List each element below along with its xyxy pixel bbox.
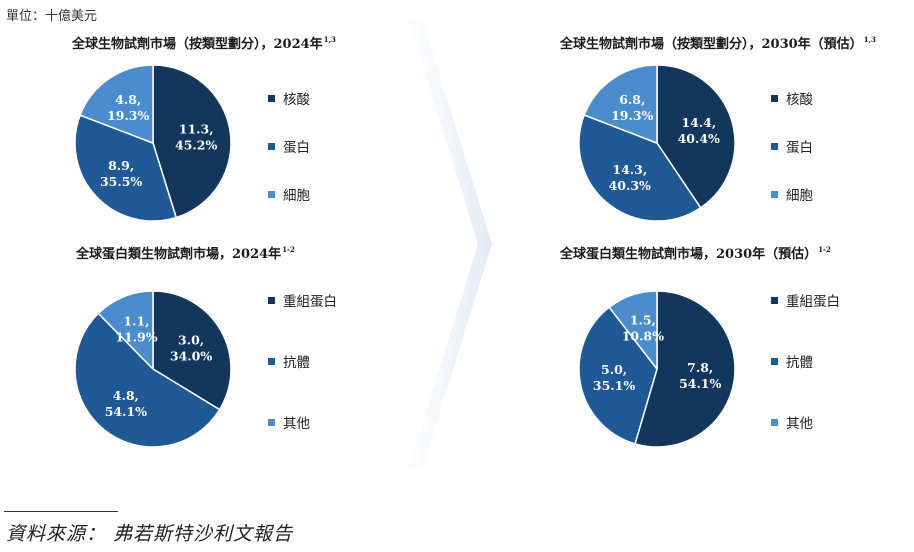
pie-slice xyxy=(152,290,232,411)
legend-item: 蛋白 xyxy=(771,136,813,156)
slice-value-label: 14.4, 40.4% xyxy=(678,115,720,146)
legend-item: 其他 xyxy=(771,412,813,432)
legend-item: 核酸 xyxy=(771,88,813,108)
chart-title: 全球生物試劑市場（按類型劃分），2024年1,3 xyxy=(72,35,336,52)
legend-item: 重組蛋白 xyxy=(771,290,840,310)
chart-title: 全球蛋白類生物試劑市場，2030年（預估）1-2 xyxy=(560,245,831,262)
pie-slice xyxy=(79,64,154,144)
slice-value-label: 8.9, 35.5% xyxy=(100,158,142,189)
pie-chart: 7.8, 54.1% 5.0, 35.1% 1.5, 10.8% xyxy=(578,290,736,448)
slice-value-label: 1.1, 11.9% xyxy=(115,314,157,345)
legend-swatch xyxy=(771,94,778,102)
legend-swatch xyxy=(268,94,275,102)
slice-value-label: 7.8, 54.1% xyxy=(679,360,721,391)
slice-value-label: 11.3, 45.2% xyxy=(175,121,217,152)
legend-item: 重組蛋白 xyxy=(268,290,337,310)
legend-swatch xyxy=(268,357,275,365)
legend-swatch xyxy=(771,418,778,426)
legend-item: 細胞 xyxy=(771,184,813,204)
pie-slice xyxy=(578,114,702,222)
legend-swatch xyxy=(268,418,275,426)
legend-item: 抗體 xyxy=(268,351,310,371)
slice-value-label: 5.0, 35.1% xyxy=(593,362,635,393)
legend-item: 核酸 xyxy=(268,88,310,108)
slice-value-label: 14.3, 40.3% xyxy=(609,162,651,193)
legend-item: 其他 xyxy=(268,412,310,432)
chart-title: 全球生物試劑市場（按類型劃分），2030年（預估）1,3 xyxy=(560,35,876,52)
legend-swatch xyxy=(268,296,275,304)
pie-slice xyxy=(74,114,177,222)
slice-value-label: 1.5, 10.8% xyxy=(622,313,664,344)
legend-swatch xyxy=(268,190,275,198)
slice-value-label: 6.8, 19.3% xyxy=(611,92,653,123)
slice-value-label: 4.8, 54.1% xyxy=(105,388,147,419)
legend-swatch xyxy=(771,296,778,304)
pie-slice xyxy=(74,312,221,448)
legend-item: 細胞 xyxy=(268,184,310,204)
pie-chart: 3.0, 34.0% 4.8, 54.1% 1.1, 11.9% xyxy=(74,290,232,448)
chart-title: 全球蛋白類生物試劑市場，2024年1-2 xyxy=(76,245,295,262)
source-note: 資料來源： 弗若斯特沙利文報告 xyxy=(6,523,294,545)
slice-value-label: 4.8, 19.3% xyxy=(107,92,149,123)
legend-swatch xyxy=(771,142,778,150)
pie-slice xyxy=(583,64,658,144)
pie-chart: 11.3, 45.2% 8.9, 35.5% 4.8, 19.3% xyxy=(74,64,232,222)
source-divider xyxy=(4,511,118,512)
pie-chart: 14.4, 40.4% 14.3, 40.3% 6.8, 19.3% xyxy=(578,64,736,222)
pie-slice xyxy=(97,290,154,370)
pie-slice xyxy=(608,290,658,370)
unit-label: 單位：十億美元 xyxy=(6,9,98,24)
slice-value-label: 3.0, 34.0% xyxy=(170,333,212,364)
pie-slice xyxy=(634,290,736,448)
legend-swatch xyxy=(268,142,275,150)
legend-item: 蛋白 xyxy=(268,136,310,156)
legend-item: 抗體 xyxy=(771,351,813,371)
legend-swatch xyxy=(771,357,778,365)
pie-slice xyxy=(656,64,736,209)
pie-slice xyxy=(152,64,232,219)
pie-slice xyxy=(578,306,658,445)
legend-swatch xyxy=(771,190,778,198)
